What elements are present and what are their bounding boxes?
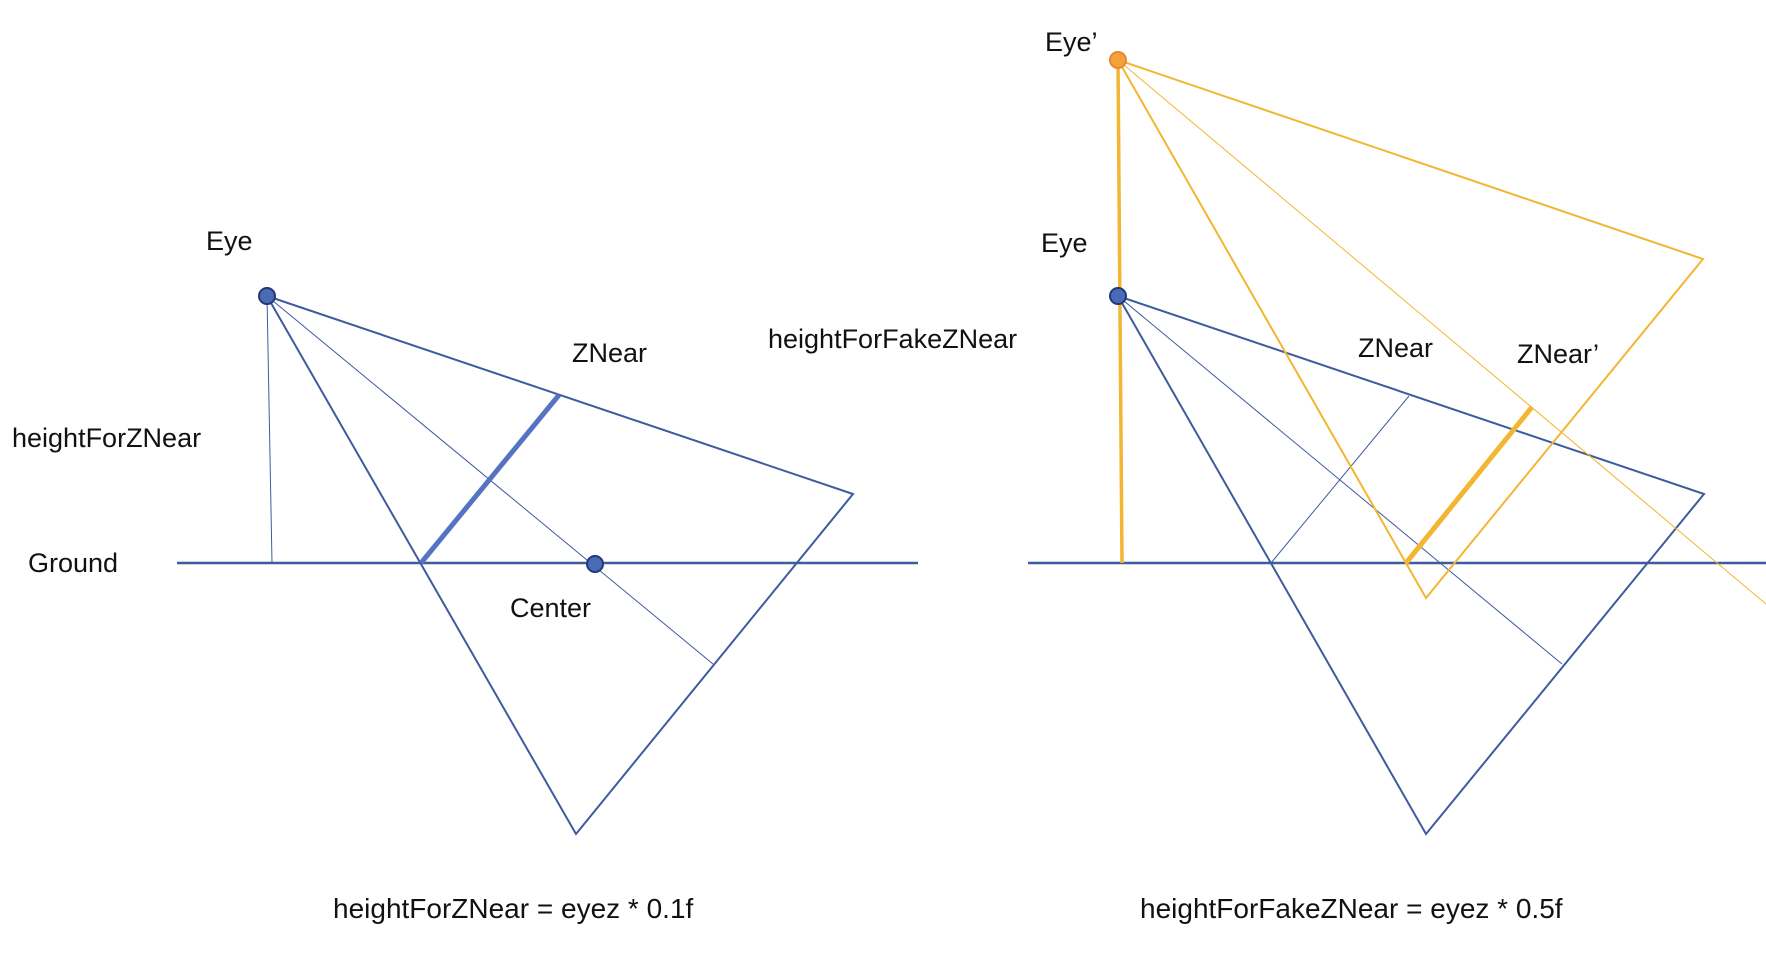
right-height-label: heightForFakeZNear <box>768 324 1017 354</box>
left-panel: Eye ZNear heightForZNear Ground Center h… <box>12 226 918 924</box>
right-formula: heightForFakeZNear = eyez * 0.5f <box>1140 893 1563 924</box>
right-frustum <box>1115 294 1706 836</box>
left-frustum <box>264 294 855 836</box>
right-eye-dot <box>1109 287 1127 305</box>
left-center-dot <box>586 555 604 573</box>
left-znear-plane <box>419 393 561 565</box>
ground-label: Ground <box>28 548 118 578</box>
right-fake-znear-plane <box>1404 405 1534 565</box>
right-eye-label: Eye <box>1041 228 1088 258</box>
left-znear-label: ZNear <box>572 338 647 368</box>
left-height-line <box>266 295 273 564</box>
center-label: Center <box>510 593 591 623</box>
right-fake-height-line <box>1116 59 1124 564</box>
left-eye-dot <box>258 287 276 305</box>
left-eye-label: Eye <box>206 226 253 256</box>
right-fake-frustum <box>1115 58 1705 600</box>
right-fake-center-ray <box>1117 59 1766 605</box>
left-height-label: heightForZNear <box>12 423 201 453</box>
right-fake-eye-dot <box>1109 51 1127 69</box>
right-znear-plane <box>1270 395 1410 564</box>
right-fake-eye-label: Eye’ <box>1045 27 1098 57</box>
right-fake-znear-label: ZNear’ <box>1517 339 1599 369</box>
left-formula: heightForZNear = eyez * 0.1f <box>333 893 694 924</box>
right-znear-label: ZNear <box>1358 333 1433 363</box>
right-panel: Eye’ Eye heightForFakeZNear ZNear ZNear’… <box>768 27 1766 924</box>
